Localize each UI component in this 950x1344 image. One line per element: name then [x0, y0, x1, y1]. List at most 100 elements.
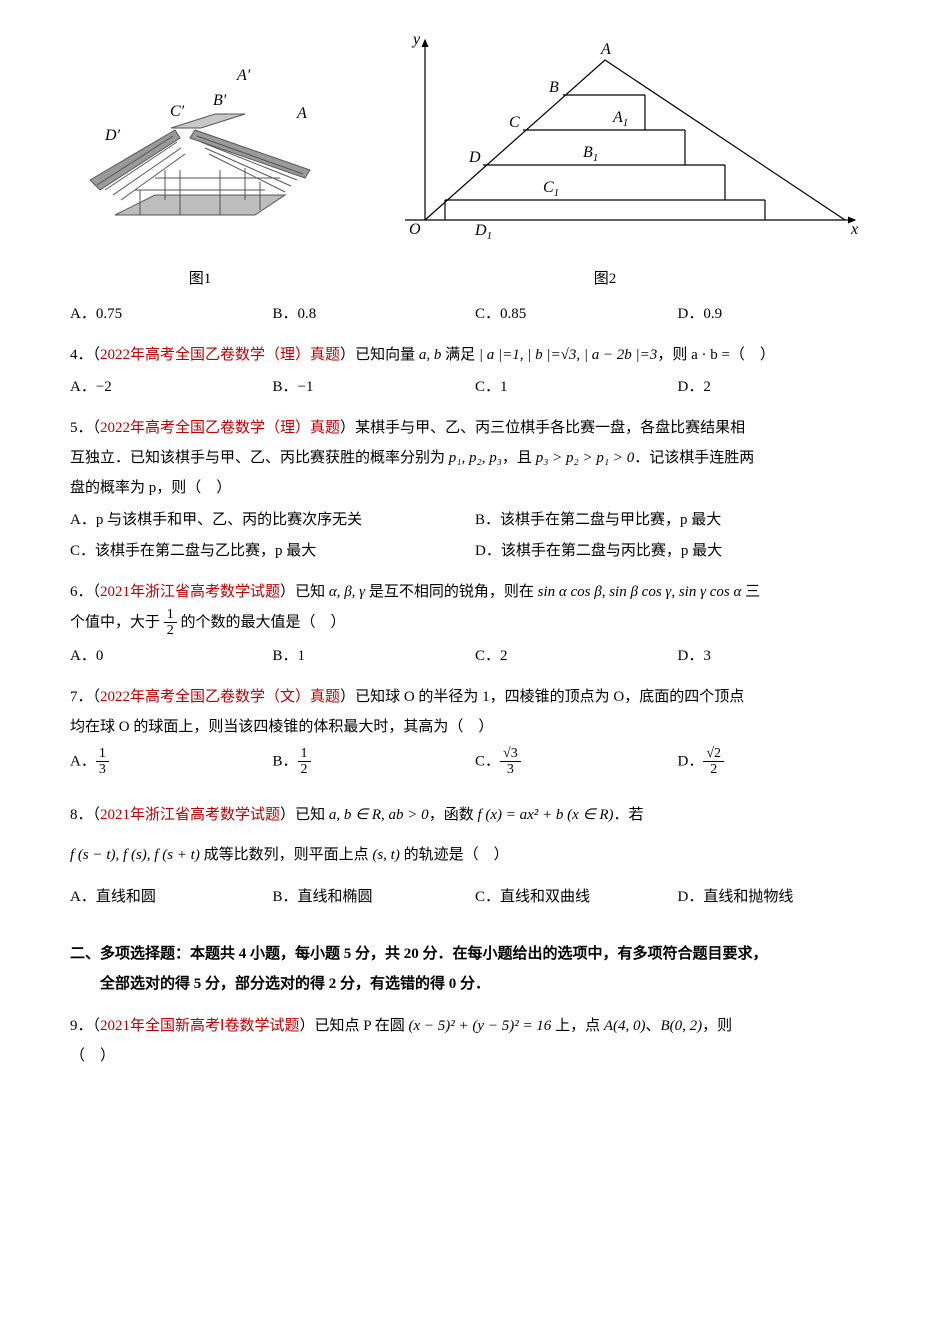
q5-options-1: A．p 与该棋手和甲、乙、丙的比赛次序无关 B．该棋手在第二盘与甲比赛，p 最大 — [70, 507, 880, 534]
q5-ineq: p₃ > p₂ > p₁ > 0 — [536, 450, 635, 466]
q6-option-D: D．3 — [678, 643, 881, 670]
q6-option-C: C．2 — [475, 643, 678, 670]
q6-option-B: B．1 — [273, 643, 476, 670]
q6-options: A．0 B．1 C．2 D．3 — [70, 643, 880, 670]
q3-option-A: A．0.75 — [70, 301, 273, 328]
figures-row: A′ B′ C′ D′ A 图1 — [70, 30, 880, 293]
q3-options: A．0.75 B．0.8 C．0.85 D．0.9 — [70, 301, 880, 328]
q8-func: f (x) = ax² + b (x ∈ R) — [477, 807, 613, 823]
q8-line2-expr: f (s − t), f (s), f (s + t) — [70, 847, 200, 863]
q9-ptA: A(4, 0) — [604, 1018, 646, 1034]
q6-stem-a: 已知 — [295, 584, 325, 600]
q8-point: (s, t) — [372, 847, 400, 863]
q9-src-open: （ — [93, 1018, 101, 1034]
q4-cond: | a |=1, | b |=√3, | a − 2b |=3 — [479, 347, 657, 363]
q4-option-C: C．1 — [475, 374, 678, 401]
q6-src-close: ） — [280, 584, 295, 600]
figure-2: y x O A B A1 C B1 D C1 D1 图2 — [345, 30, 865, 293]
q6-line2a: 个值中，大于 — [70, 614, 160, 630]
q9-stem-a: 已知点 P 在圆 — [314, 1018, 404, 1034]
label-apex-A: A — [600, 41, 611, 58]
q7-src-close: ） — [340, 689, 355, 705]
section-2-line1: 二、多项选择题：本题共 4 小题，每小题 5 分，共 20 分．在每小题给出的选… — [70, 939, 880, 969]
q5-src-open: （ — [93, 420, 101, 436]
label-D: D — [468, 149, 481, 166]
q5-src-close: ） — [340, 420, 355, 436]
q7-optB-den: 2 — [298, 762, 311, 777]
q9-stem-b: 上，点 — [555, 1018, 600, 1034]
q7-line1: 已知球 O 的半径为 1，四棱锥的顶点为 O，底面的四个顶点 — [355, 689, 744, 705]
q7-optA-den: 3 — [96, 762, 109, 777]
q9-circle: (x − 5)² + (y − 5)² = 16 — [409, 1018, 552, 1034]
q4-stem-pre: 已知向量 — [355, 347, 415, 363]
q6-expr: sin α cos β, sin β cos γ, sin γ cos α — [538, 584, 742, 600]
q6-stem-b: 是互不相同的锐角，则在 — [369, 584, 534, 600]
q8-line2a: 成等比数列，则平面上点 — [204, 847, 369, 863]
q4-stem-post: ，则 a · b =（ ） — [657, 347, 775, 363]
q5-line1: 某棋手与甲、乙、丙三位棋手各比赛一盘，各盘比赛结果相 — [355, 420, 745, 436]
q8-option-B: B．直线和椭圆 — [273, 884, 476, 911]
label-y: y — [411, 31, 421, 48]
q9-src-close: ） — [299, 1018, 314, 1034]
q5-plist: p₁, p₂, p₃ — [449, 450, 502, 466]
label-D-prime: D′ — [104, 127, 121, 144]
question-7: 7．（2022年高考全国乙卷数学（文）真题）已知球 O 的半径为 1，四棱锥的顶… — [70, 682, 880, 778]
q7-option-D: D．√22 — [678, 746, 881, 778]
label-C: C — [509, 114, 520, 131]
question-6: 6．（2021年浙江省高考数学试题）已知 α, β, γ 是互不相同的锐角，则在… — [70, 577, 880, 670]
q7-optB-label: B． — [273, 753, 298, 769]
q9-stem-c: ，则 — [702, 1018, 732, 1034]
q8-option-C: C．直线和双曲线 — [475, 884, 678, 911]
q5-line2b: ，且 — [502, 450, 532, 466]
q7-optA-num: 1 — [96, 746, 109, 762]
q4-stem-mid: 满足 — [445, 347, 475, 363]
q8-src-close: ） — [280, 807, 295, 823]
q4-options: A．−2 B．−1 C．1 D．2 — [70, 374, 880, 401]
q8-stem-a: 已知 — [295, 807, 325, 823]
q4-vec: a, b — [419, 347, 442, 363]
q7-optC-label: C． — [475, 753, 500, 769]
q5-line2a: 互独立．已知该棋手与甲、乙、丙比赛获胜的概率分别为 — [70, 450, 445, 466]
q6-frac: 1 2 — [164, 607, 177, 639]
question-5: 5．（2022年高考全国乙卷数学（理）真题）某棋手与甲、乙、丙三位棋手各比赛一盘… — [70, 413, 880, 565]
q9-num: 9． — [70, 1018, 93, 1034]
q6-src-open: （ — [93, 584, 101, 600]
label-B: B — [549, 79, 559, 96]
label-C-prime: C′ — [170, 103, 185, 120]
figure-1: A′ B′ C′ D′ A 图1 — [85, 50, 315, 293]
q5-option-D: D．该棋手在第二盘与丙比赛，p 最大 — [475, 538, 880, 565]
q8-source: 2021年浙江省高考数学试题 — [100, 807, 280, 823]
q6-option-A: A．0 — [70, 643, 273, 670]
q9-source: 2021年全国新高考Ⅰ卷数学试题 — [100, 1018, 299, 1034]
q8-cond1: a, b ∈ R, ab > 0 — [329, 807, 429, 823]
q5-line2c: ．记该棋手连胜两 — [634, 450, 754, 466]
section-2-heading: 二、多项选择题：本题共 4 小题，每小题 5 分，共 20 分．在每小题给出的选… — [70, 939, 880, 999]
q7-num: 7． — [70, 689, 93, 705]
q4-source: 2022年高考全国乙卷数学（理）真题 — [100, 347, 340, 363]
question-4: 4．（2022年高考全国乙卷数学（理）真题）已知向量 a, b 满足 | a |… — [70, 340, 880, 401]
q6-frac-den: 2 — [164, 623, 177, 638]
question-8: 8．（2021年浙江省高考数学试题）已知 a, b ∈ R, ab > 0，函数… — [70, 800, 880, 911]
q6-greek: α, β, γ — [329, 584, 365, 600]
q4-option-B: B．−1 — [273, 374, 476, 401]
q7-option-A: A．13 — [70, 746, 273, 778]
figure-2-svg: y x O A B A1 C B1 D C1 D1 — [345, 30, 865, 250]
q5-line3: 盘的概率为 p，则（ ） — [70, 473, 880, 503]
q4-option-A: A．−2 — [70, 374, 273, 401]
label-A: A — [296, 105, 307, 122]
q3-option-D: D．0.9 — [678, 301, 881, 328]
q5-options-2: C．该棋手在第二盘与乙比赛，p 最大 D．该棋手在第二盘与丙比赛，p 最大 — [70, 538, 880, 565]
q7-option-B: B．12 — [273, 746, 476, 778]
q8-option-D: D．直线和抛物线 — [678, 884, 881, 911]
q4-src-open: （ — [93, 347, 101, 363]
figure-1-caption: 图1 — [85, 266, 315, 293]
q7-optD-den: 2 — [703, 762, 724, 777]
section-2-line2: 全部选对的得 5 分，部分选对的得 2 分，有选错的得 0 分． — [100, 969, 880, 999]
q8-stem-c: ．若 — [614, 807, 644, 823]
q4-option-D: D．2 — [678, 374, 881, 401]
q7-optC-num: √3 — [500, 746, 521, 762]
q9-line2: （ ） — [70, 1041, 880, 1071]
q4-num: 4． — [70, 347, 93, 363]
label-x: x — [850, 221, 858, 238]
label-B-prime: B′ — [213, 92, 227, 109]
